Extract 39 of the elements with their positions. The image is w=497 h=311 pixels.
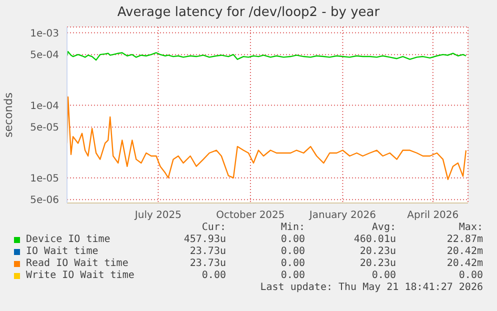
text: 457.93u (182, 234, 226, 245)
legend-label: IO Wait time (26, 246, 98, 257)
text: 20.42m (446, 258, 483, 269)
y-tick-label: 5e-05 (30, 122, 59, 134)
text: 0.00 (280, 270, 305, 281)
x-tick-label: July 2025 (134, 210, 182, 222)
line-series (67, 96, 467, 180)
text: 0.00 (458, 270, 483, 281)
chart-title: Average latency for /dev/loop2 - by year (116, 5, 381, 20)
text: 22.87m (446, 234, 483, 245)
x-tick-label: April 2026 (407, 210, 459, 222)
y-tick-label: 5e-06 (30, 195, 59, 206)
text: Cur: (200, 222, 226, 233)
y-axis-title: seconds (2, 92, 15, 138)
text: 0.00 (370, 270, 396, 281)
text: 0.00 (200, 270, 226, 281)
text: 20.42m (446, 246, 483, 257)
text: Avg: (370, 222, 396, 233)
x-tick-label: October 2025 (216, 210, 285, 222)
text: Min: (280, 222, 305, 233)
y-tick-label: 1e-03 (30, 28, 59, 40)
y-tick-label: 1e-05 (30, 173, 59, 184)
text: 460.01u (352, 234, 396, 245)
text: 20.23u (358, 246, 396, 257)
text: 0.00 (280, 234, 305, 245)
text: Max: (458, 222, 483, 233)
x-tick-label: January 2026 (308, 210, 376, 222)
y-tick-label: 5e-04 (30, 50, 59, 62)
legend-label: Write IO Wait time (26, 270, 134, 281)
text: 23.73u (188, 246, 226, 257)
text: 23.73u (188, 258, 226, 269)
y-tick-label: 1e-04 (30, 100, 59, 112)
legend-label: Device IO time (26, 234, 110, 245)
line-series (67, 50, 467, 61)
text: 0.00 (280, 246, 305, 257)
text: Last update: Thu May 21 18:41:27 2026 (259, 282, 483, 293)
text: 20.23u (358, 258, 396, 269)
text: 0.00 (280, 258, 305, 269)
legend-label: Read IO Wait time (26, 258, 128, 269)
